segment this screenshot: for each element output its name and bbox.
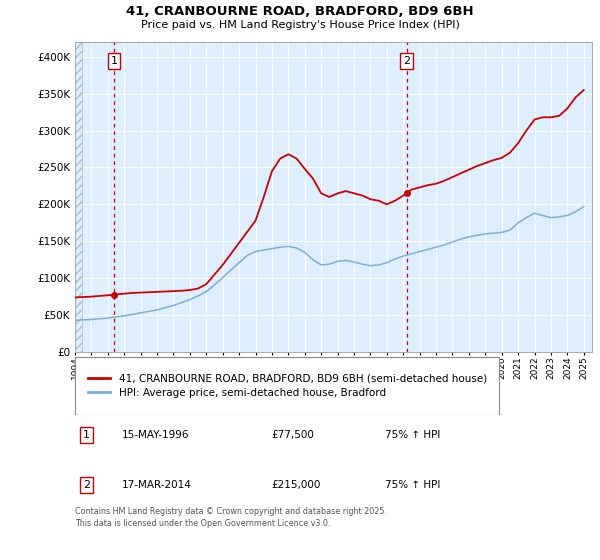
Text: £77,500: £77,500	[271, 430, 314, 440]
Text: Contains HM Land Registry data © Crown copyright and database right 2025.
This d: Contains HM Land Registry data © Crown c…	[75, 507, 387, 529]
Text: 2: 2	[83, 480, 90, 490]
Text: 15-MAY-1996: 15-MAY-1996	[122, 430, 189, 440]
Text: 2: 2	[403, 56, 410, 66]
Text: 75% ↑ HPI: 75% ↑ HPI	[385, 480, 440, 490]
Text: £215,000: £215,000	[271, 480, 321, 490]
Legend: 41, CRANBOURNE ROAD, BRADFORD, BD9 6BH (semi-detached house), HPI: Average price: 41, CRANBOURNE ROAD, BRADFORD, BD9 6BH (…	[85, 371, 490, 401]
Text: 1: 1	[83, 430, 90, 440]
Text: 75% ↑ HPI: 75% ↑ HPI	[385, 430, 440, 440]
Text: Price paid vs. HM Land Registry's House Price Index (HPI): Price paid vs. HM Land Registry's House …	[140, 20, 460, 30]
Text: 1: 1	[110, 56, 118, 66]
Bar	[75, 42, 82, 352]
Text: 17-MAR-2014: 17-MAR-2014	[122, 480, 191, 490]
Text: 41, CRANBOURNE ROAD, BRADFORD, BD9 6BH: 41, CRANBOURNE ROAD, BRADFORD, BD9 6BH	[126, 5, 474, 18]
